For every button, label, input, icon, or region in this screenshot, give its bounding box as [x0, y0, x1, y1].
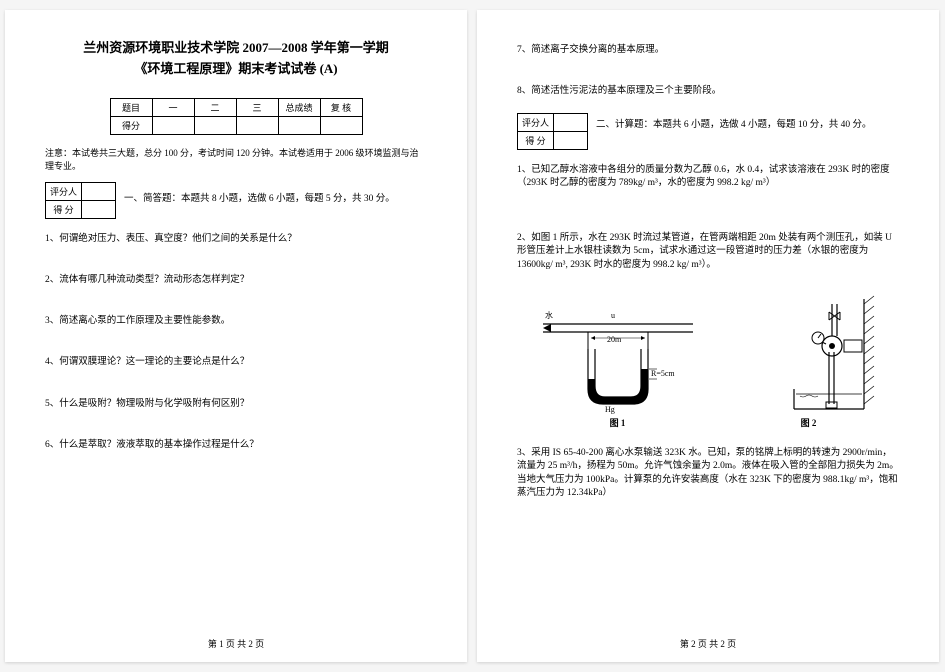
calc-q2: 2、如图 1 所示，水在 293K 时流过某管道，在管两端相距 20m 处装有两…	[517, 232, 899, 272]
cell: 得分	[110, 116, 152, 134]
grader-table-2: 评分人 得 分	[517, 113, 588, 150]
cell: 三	[236, 98, 278, 116]
section1-title: 一、简答题：本题共 8 小题，选做 6 小题，每题 5 分，共 30 分。	[124, 193, 395, 206]
footer-1: 第 1 页 共 2 页	[5, 637, 467, 650]
section2-title: 二、计算题：本题共 6 小题，选做 4 小题，每题 10 分，共 40 分。	[596, 113, 872, 132]
q5: 5、什么是吸附？物理吸附与化学吸附有何区别？	[45, 398, 427, 411]
grader-blank	[82, 182, 116, 200]
page-1: 兰州资源环境职业技术学院 2007—2008 学年第一学期 《环境工程原理》期末…	[5, 10, 467, 662]
table-row: 得分	[110, 116, 362, 134]
grader-label: 得 分	[46, 200, 82, 218]
cell	[236, 116, 278, 134]
grader-blank	[82, 200, 116, 218]
grader-blank	[554, 113, 588, 131]
q4: 4、何谓双膜理论？这一理论的主要论点是什么？	[45, 356, 427, 369]
grader-label: 评分人	[518, 113, 554, 131]
cell	[278, 116, 320, 134]
label-hg: Hg	[605, 405, 615, 414]
grader-table: 评分人 得 分	[45, 182, 116, 219]
cell: 复 核	[320, 98, 362, 116]
q3: 3、简述离心泵的工作原理及主要性能参数。	[45, 315, 427, 328]
fig2-caption: 图 2	[734, 416, 884, 429]
q8: 8、简述活性污泥法的基本原理及三个主要阶段。	[517, 85, 899, 98]
grader-label: 得 分	[518, 131, 554, 149]
calc-q3: 3、采用 IS 65-40-200 离心水泵输送 323K 水。已知，泵的铭牌上…	[517, 447, 899, 500]
cell: 一	[152, 98, 194, 116]
footer-2: 第 2 页 共 2 页	[477, 637, 939, 650]
diagram-pump-icon	[734, 294, 884, 414]
title-line1: 兰州资源环境职业技术学院 2007—2008 学年第一学期	[45, 38, 427, 59]
q2: 2、流体有哪几种流动类型？流动形态怎样判定？	[45, 274, 427, 287]
fig1-caption: 图 1	[533, 416, 703, 429]
label-dist: 20m	[607, 335, 622, 344]
section1-header: 评分人 得 分 一、简答题：本题共 8 小题，选做 6 小题，每题 5 分，共 …	[45, 182, 427, 219]
cell: 二	[194, 98, 236, 116]
cell	[320, 116, 362, 134]
q1: 1、何谓绝对压力、表压、真空度？他们之间的关系是什么？	[45, 233, 427, 246]
figures-row: 水 u 20m R=5cm Hg 图 1	[517, 294, 899, 429]
page-2: 7、简述离子交换分离的基本原理。 8、简述活性污泥法的基本原理及三个主要阶段。 …	[477, 10, 939, 662]
label-u: u	[611, 311, 615, 320]
section2-header: 评分人 得 分 二、计算题：本题共 6 小题，选做 4 小题，每题 10 分，共…	[517, 113, 899, 150]
table-row: 题目 一 二 三 总成绩 复 核	[110, 98, 362, 116]
cell	[194, 116, 236, 134]
score-table: 题目 一 二 三 总成绩 复 核 得分	[110, 98, 363, 135]
calc-q1: 1、已知乙醇水溶液中各组分的质量分数为乙醇 0.6，水 0.4，试求该溶液在 2…	[517, 164, 899, 191]
cell	[152, 116, 194, 134]
cell: 题目	[110, 98, 152, 116]
title-block: 兰州资源环境职业技术学院 2007—2008 学年第一学期 《环境工程原理》期末…	[45, 38, 427, 80]
label-read: R=5cm	[651, 369, 675, 378]
cell: 总成绩	[278, 98, 320, 116]
figure-1: 水 u 20m R=5cm Hg 图 1	[533, 294, 703, 429]
grader-label: 评分人	[46, 182, 82, 200]
label-water: 水	[545, 310, 553, 320]
diagram-u-tube-icon: 水 u 20m R=5cm Hg	[533, 294, 703, 414]
q7: 7、简述离子交换分离的基本原理。	[517, 44, 899, 57]
figure-2: 图 2	[734, 294, 884, 429]
grader-blank	[554, 131, 588, 149]
exam-note: 注意：本试卷共三大题，总分 100 分，考试时间 120 分钟。本试卷适用于 2…	[45, 147, 427, 174]
q6: 6、什么是萃取？液液萃取的基本操作过程是什么？	[45, 439, 427, 452]
title-line2: 《环境工程原理》期末考试试卷 (A)	[45, 59, 427, 80]
